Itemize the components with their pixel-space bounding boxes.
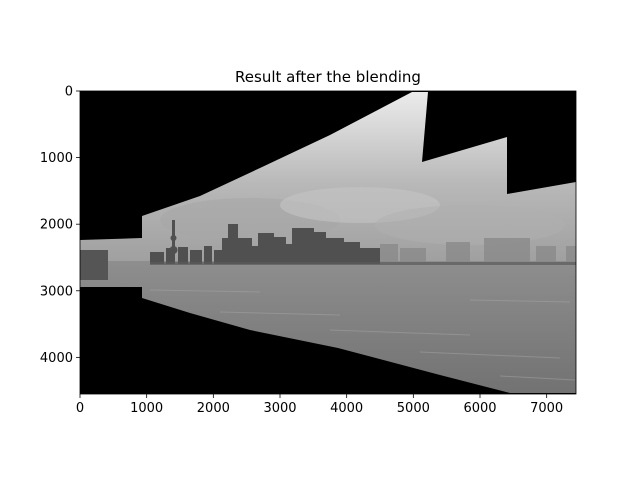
y-tick-label: 3000 xyxy=(40,284,73,299)
x-tick-label: 0 xyxy=(76,401,84,416)
x-tick-label: 2000 xyxy=(197,401,230,416)
y-tick-label: 2000 xyxy=(40,218,73,233)
x-tick-label: 6000 xyxy=(463,401,496,416)
y-tick-label: 0 xyxy=(65,85,73,100)
y-tick-label: 4000 xyxy=(40,351,73,366)
y-tick-label: 1000 xyxy=(40,151,73,166)
axes-frame xyxy=(79,90,577,395)
x-axis: 0 1000 2000 3000 4000 5000 6000 7000 xyxy=(76,394,563,416)
chart-title: Result after the blending xyxy=(235,68,421,86)
y-axis: 0 1000 2000 3000 4000 xyxy=(40,85,80,366)
x-tick-label: 3000 xyxy=(263,401,296,416)
x-tick-label: 4000 xyxy=(330,401,363,416)
image-area xyxy=(79,90,577,395)
city-skyline xyxy=(150,220,380,264)
x-tick-label: 5000 xyxy=(397,401,430,416)
x-tick-label: 1000 xyxy=(130,401,163,416)
x-tick-label: 7000 xyxy=(530,401,563,416)
